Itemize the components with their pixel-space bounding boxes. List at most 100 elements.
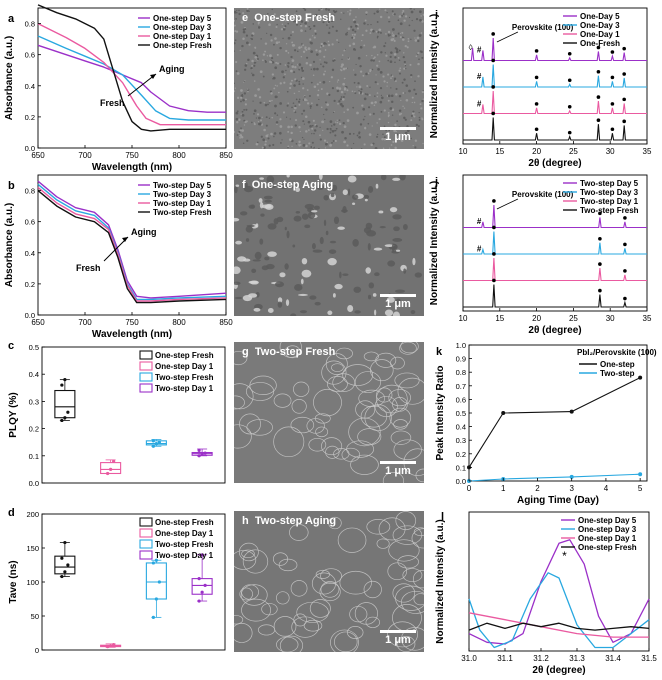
sem-grain-2-55 [341,447,361,462]
sem-grain-0-103 [323,55,326,58]
sem-grain-0-648 [244,98,247,101]
sem-grain-0-790 [274,84,277,86]
sem-grain-0-434 [395,93,398,96]
sem-grain-0-129 [276,85,278,87]
sem-grain-0-875 [310,68,313,70]
sem-grain-0-358 [243,124,246,126]
sem-grain-1-43 [389,207,398,213]
sem-grain-0-866 [404,131,408,135]
sem-grain-0-417 [331,68,335,72]
data-point-c-0-4 [63,378,67,382]
sem-label-f: f One-step Aging [242,179,333,191]
sem-grain-1-10 [363,194,370,199]
sem-label-g: g Two-step Fresh [242,346,335,358]
x-tick-label-l-0: 31.0 [461,654,477,663]
sem-grain-1-145 [395,289,405,293]
y-axis-label-j: Normalized Intensity (a.u.) [429,181,440,305]
perovskite-dot-j-2-2 [623,269,627,273]
sem-grain-0-500 [340,69,343,72]
sem-grain-0-816 [271,73,275,76]
x-tick-label-k-5: 5 [638,484,643,493]
sem-grain-0-449 [370,101,374,105]
sem-grain-0-646 [264,50,267,53]
sem-grain-0-736 [293,106,297,110]
sem-grain-0-102 [264,103,268,107]
sem-grain-3-37 [303,619,323,632]
perovskite-dot-i-0-5 [596,45,601,50]
sem-grain-2-43 [273,393,292,408]
perovskite-dot-j-0-1 [492,199,496,203]
sem-grain-0-261 [253,122,256,124]
sem-grain-0-370 [414,92,418,96]
sem-grain-0-477 [279,62,282,65]
sem-grain-0-168 [383,109,386,112]
sem-grain-0-231 [325,142,328,146]
sem-grain-1-24 [337,226,345,230]
x-tick-label-a-4: 850 [219,151,233,160]
sem-grain-0-713 [306,89,309,91]
sem-grain-0-416 [394,80,397,83]
sem-grain-0-674 [302,120,305,123]
sem-grain-1-150 [391,243,395,252]
sem-grain-0-883 [352,42,356,46]
y-tick-label-b-1: 0.2 [25,280,35,289]
sem-grain-0-834 [300,76,303,79]
sem-grain-0-177 [239,134,243,137]
sem-grain-0-281 [297,50,299,53]
sem-grain-0-583 [350,147,353,149]
sem-grain-2-20 [306,418,325,434]
x-tick-label-j-1: 15 [495,314,504,323]
aging-arrow-a [127,73,157,97]
sem-grain-0-784 [241,44,244,48]
sem-grain-0-52 [293,17,295,19]
sem-grain-0-730 [388,20,390,23]
sem-grain-0-191 [294,124,297,127]
sem-grain-0-379 [390,144,393,146]
sem-grain-1-83 [318,175,323,180]
sem-grain-0-402 [374,147,378,149]
x-tick-label-b-0: 650 [31,318,45,327]
sem-grain-0-861 [248,10,250,12]
sem-grain-1-136 [373,247,383,251]
sem-grain-0-167 [258,96,262,99]
legend-swatch-c-3 [139,383,153,393]
sem-grain-0-65 [291,30,295,34]
sem-grain-0-435 [402,56,405,59]
sem-grain-0-141 [245,34,249,37]
sem-grain-0-751 [274,66,278,70]
sem-grain-0-302 [420,32,423,34]
sem-grain-3-5 [328,516,342,530]
sem-grain-0-38 [386,81,389,84]
sem-grain-0-137 [293,84,296,87]
x-tick-label-b-4: 850 [219,318,233,327]
sem-grain-0-507 [242,98,245,102]
series-line-a-3 [37,4,226,132]
sem-grain-0-573 [361,104,364,107]
sem-grain-0-890 [243,92,247,95]
sem-grain-0-741 [275,121,279,124]
x-tick-label-j-4: 30 [606,314,615,323]
sem-grain-0-131 [278,131,282,135]
sem-grain-0-465 [379,87,383,90]
plot-frame-c [41,346,226,484]
sem-grain-0-720 [379,31,382,34]
sem-grain-0-323 [326,24,328,26]
sem-grain-0-86 [352,106,355,109]
sem-grain-1-139 [244,185,254,193]
sem-grain-0-443 [300,29,303,32]
sem-grain-0-222 [279,118,282,121]
sem-grain-0-576 [235,117,239,121]
legend-label-i-2: One-Day 1 [580,30,620,39]
sem-grain-0-588 [275,41,279,45]
sem-grain-0-462 [414,37,416,39]
sem-grain-0-860 [390,38,394,42]
sem-grain-0-661 [413,88,416,91]
sem-grain-1-120 [386,296,395,303]
sem-grain-3-54 [311,572,336,595]
series-line-l-1 [468,572,650,649]
data-point-d-2-3 [151,561,155,565]
sem-grain-0-766 [416,36,420,40]
sem-grain-0-484 [324,118,326,120]
y-tick-label-c-4: 0.4 [29,370,39,379]
sem-grain-0-79 [282,76,285,79]
